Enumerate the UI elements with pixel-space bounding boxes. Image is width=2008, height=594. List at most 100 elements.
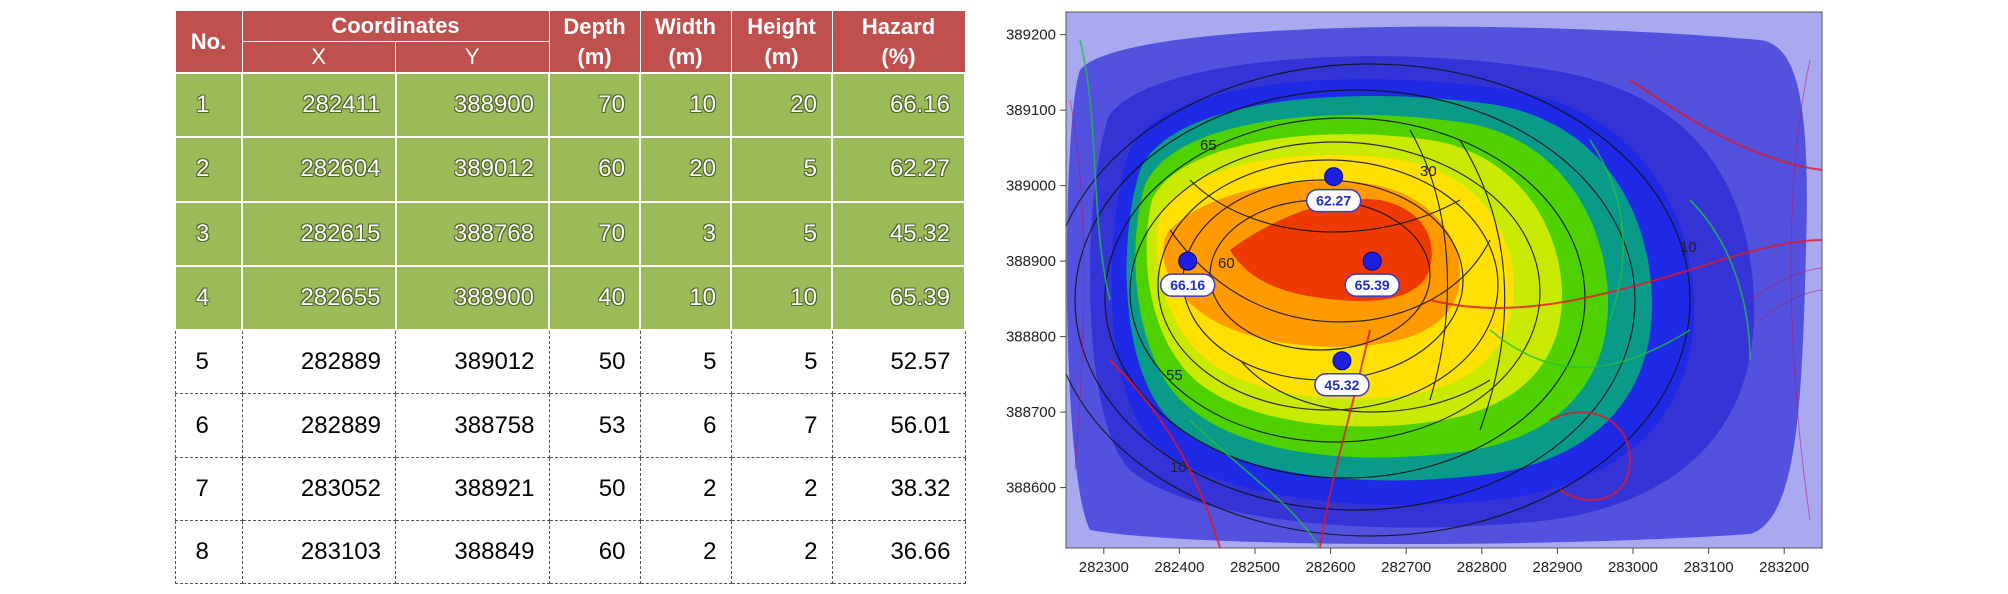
x-tick-label: 283200	[1759, 559, 1809, 576]
sample-point	[1324, 167, 1344, 187]
y-tick-label: 388700	[1006, 404, 1056, 421]
contour-label-10b: 10	[1170, 459, 1187, 476]
col-depth-header: Depth (m)	[548, 10, 641, 74]
cell-width: 20	[639, 136, 732, 203]
cell-depth: 53	[548, 393, 641, 458]
outer-contour-lines	[1069, 59, 1822, 521]
cell-y: 388900	[394, 71, 550, 139]
cell-height: 5	[730, 329, 833, 395]
y-tick-label: 388900	[1006, 253, 1056, 270]
table-row: 8 283103 388849 60 2 2 36.66	[174, 519, 966, 585]
y-tick-label: 388600	[1006, 480, 1056, 497]
col-y-header: Y	[395, 41, 550, 74]
y-tick-label: 389000	[1006, 178, 1056, 195]
col-no-header: No.	[174, 10, 243, 74]
cell-no: 5	[174, 329, 243, 395]
cell-no: 8	[174, 519, 243, 585]
header-row-top: No. Coordinates Depth (m) Width (m) Heig…	[174, 10, 966, 74]
contour-label-55: 55	[1166, 367, 1183, 384]
width-header-name: Width	[655, 13, 716, 39]
contour-label-30: 30	[1420, 163, 1437, 180]
cell-depth: 70	[548, 71, 641, 139]
x-tick-label: 282900	[1532, 559, 1582, 576]
x-tick-label: 283100	[1684, 559, 1734, 576]
cell-width: 3	[639, 200, 732, 267]
col-width-header: Width (m)	[639, 10, 732, 74]
col-hazard-header: Hazard (%)	[831, 10, 966, 74]
x-tick-label: 282400	[1154, 559, 1204, 576]
point-label-box	[1159, 273, 1216, 297]
cell-hazard: 52.57	[831, 329, 966, 395]
table-row: 1 282411 388900 70 10 20 66.16	[174, 71, 966, 139]
cell-hazard: 66.16	[831, 71, 966, 139]
cell-hazard: 56.01	[831, 393, 966, 458]
sample-points: 66.16 62.27 45.32 65.39	[1159, 167, 1400, 397]
cell-no: 7	[174, 456, 243, 521]
point-label: 65.39	[1355, 277, 1390, 293]
table-row: 6 282889 388758 53 6 7 56.01	[174, 393, 966, 458]
sample-point	[1332, 351, 1352, 371]
cell-y: 389012	[395, 329, 550, 395]
table-row: 7 283052 388921 50 2 2 38.32	[174, 456, 966, 521]
cell-width: 2	[639, 456, 732, 521]
cell-height: 20	[730, 71, 833, 139]
green-linework	[1079, 39, 1751, 548]
cell-width: 10	[639, 71, 732, 139]
y-tick-label: 388800	[1006, 329, 1056, 346]
cell-no: 6	[174, 393, 243, 458]
cell-x: 282604	[241, 136, 397, 203]
cell-depth: 60	[548, 519, 641, 585]
cell-hazard: 45.32	[831, 200, 966, 267]
axes: 282300 282400 282500 282600 282700 282800 2829…	[1006, 27, 1809, 576]
cell-x: 282411	[241, 71, 397, 139]
x-tick-label: 282800	[1457, 559, 1507, 576]
point-label-box	[1314, 373, 1370, 397]
cell-height: 5	[730, 136, 833, 203]
table-body: 1 282411 388900 70 10 20 66.16 2 282604 389012 60 2…	[174, 71, 966, 585]
width-header-unit: (m)	[668, 43, 703, 69]
cell-depth: 60	[548, 136, 641, 203]
cell-hazard: 62.27	[831, 136, 966, 203]
table-row: 3 282615 388768 70 3 5 45.32	[174, 200, 966, 267]
point-label: 62.27	[1316, 193, 1351, 209]
cell-height: 2	[730, 456, 833, 521]
x-tick-label: 283000	[1608, 559, 1658, 576]
y-tick-label: 389200	[1006, 27, 1056, 44]
coordinates-header: Coordinates	[241, 10, 550, 42]
contour-label-10a: 10	[1680, 239, 1697, 256]
hazard-header-unit: (%)	[881, 43, 916, 69]
cell-height: 5	[730, 200, 833, 267]
x-tick-label: 282500	[1230, 559, 1280, 576]
cell-depth: 50	[548, 329, 641, 395]
cell-hazard: 38.32	[831, 456, 966, 521]
cell-x: 282889	[241, 393, 396, 458]
cell-x: 282655	[241, 264, 397, 332]
col-height-header: Height (m)	[730, 10, 833, 74]
contour-lines	[1066, 63, 1691, 537]
cell-hazard: 65.39	[831, 264, 966, 332]
red-linework	[1109, 79, 1822, 548]
table-row: 2 282604 389012 60 20 5 62.27	[174, 136, 966, 203]
height-header-unit: (m)	[764, 43, 799, 69]
cell-y: 388900	[394, 264, 550, 332]
col-x-header: X	[241, 41, 396, 74]
cell-height: 2	[730, 519, 833, 585]
hazard-header-name: Hazard	[861, 13, 936, 39]
cell-no: 2	[174, 136, 243, 203]
cell-depth: 40	[548, 264, 641, 332]
cell-height: 7	[730, 393, 833, 458]
x-tick-label: 282700	[1381, 559, 1431, 576]
hazard-contour-map: 65 60 55 30 10 10 282300 282400 282500 2826…	[1006, 11, 1823, 576]
cell-no: 4	[174, 264, 243, 332]
hazard-table: No. Coordinates Depth (m) Width (m) Heig…	[174, 10, 966, 585]
cell-depth: 70	[548, 200, 641, 267]
point-label: 66.16	[1170, 277, 1205, 293]
sample-point	[1178, 251, 1198, 271]
cell-x: 282615	[241, 200, 397, 267]
cell-width: 2	[639, 519, 732, 585]
cell-width: 10	[639, 264, 732, 332]
cell-y: 389012	[394, 136, 550, 203]
cell-hazard: 36.66	[831, 519, 966, 585]
height-header-name: Height	[747, 13, 816, 39]
cell-y: 388768	[394, 200, 550, 267]
